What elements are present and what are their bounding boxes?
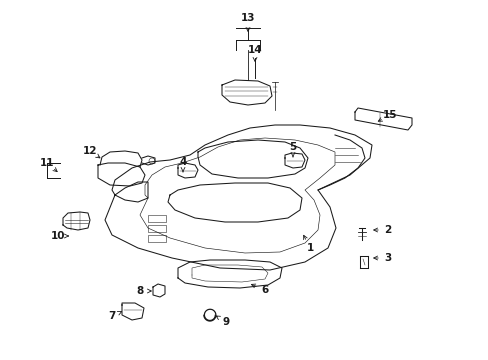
Text: 13: 13 <box>240 13 255 23</box>
Text: 12: 12 <box>82 146 97 156</box>
Text: 4: 4 <box>179 157 186 167</box>
Text: 15: 15 <box>382 110 396 120</box>
Text: 8: 8 <box>136 286 143 296</box>
Text: 5: 5 <box>289 142 296 152</box>
Text: 2: 2 <box>384 225 391 235</box>
Text: 7: 7 <box>108 311 116 321</box>
Text: 3: 3 <box>384 253 391 263</box>
Text: 1: 1 <box>306 243 313 253</box>
Text: 11: 11 <box>40 158 54 168</box>
Text: 6: 6 <box>261 285 268 295</box>
Text: 14: 14 <box>247 45 262 55</box>
Text: 10: 10 <box>51 231 65 241</box>
Text: 9: 9 <box>222 317 229 327</box>
